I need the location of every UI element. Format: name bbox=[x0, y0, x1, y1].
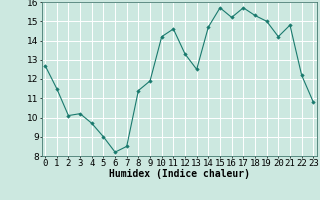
X-axis label: Humidex (Indice chaleur): Humidex (Indice chaleur) bbox=[109, 169, 250, 179]
